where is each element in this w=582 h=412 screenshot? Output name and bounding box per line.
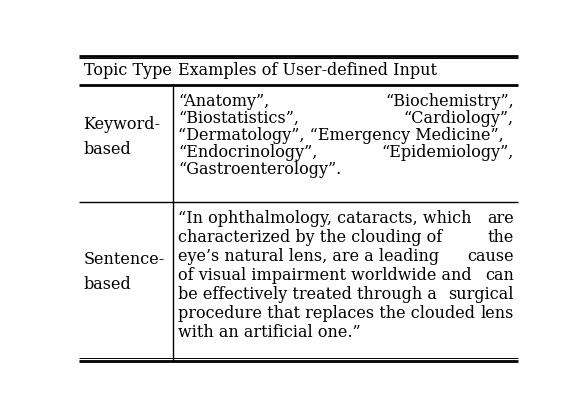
Text: characterized by the clouding of: characterized by the clouding of bbox=[178, 229, 442, 246]
Text: “Endocrinology”,: “Endocrinology”, bbox=[178, 144, 317, 161]
Text: “Anatomy”,: “Anatomy”, bbox=[178, 94, 269, 110]
Text: be effectively treated through a: be effectively treated through a bbox=[178, 286, 436, 303]
Text: with an artificial one.”: with an artificial one.” bbox=[178, 323, 360, 341]
Text: are: are bbox=[487, 211, 514, 227]
Text: “Gastroenterology”.: “Gastroenterology”. bbox=[178, 161, 341, 178]
Text: eye’s natural lens, are a leading: eye’s natural lens, are a leading bbox=[178, 248, 439, 265]
Text: lens: lens bbox=[480, 305, 514, 322]
Text: cause: cause bbox=[467, 248, 514, 265]
Text: can: can bbox=[485, 267, 514, 284]
Text: “Cardiology”,: “Cardiology”, bbox=[403, 110, 514, 127]
Text: “Biochemistry”,: “Biochemistry”, bbox=[385, 94, 514, 110]
Text: procedure that replaces the clouded: procedure that replaces the clouded bbox=[178, 305, 475, 322]
Text: surgical: surgical bbox=[448, 286, 514, 303]
Text: Examples of User-defined Input: Examples of User-defined Input bbox=[178, 62, 437, 79]
Text: Sentence-
based: Sentence- based bbox=[84, 251, 165, 293]
Text: “Epidemiology”,: “Epidemiology”, bbox=[381, 144, 514, 161]
Text: “Dermatology”, “Emergency Medicine”,: “Dermatology”, “Emergency Medicine”, bbox=[178, 127, 503, 144]
Text: Keyword-
based: Keyword- based bbox=[84, 116, 161, 158]
Text: “Biostatistics”,: “Biostatistics”, bbox=[178, 110, 299, 127]
Text: Topic Type: Topic Type bbox=[84, 62, 172, 79]
Text: “In ophthalmology, cataracts, which: “In ophthalmology, cataracts, which bbox=[178, 211, 471, 227]
Text: of visual impairment worldwide and: of visual impairment worldwide and bbox=[178, 267, 471, 284]
Text: the: the bbox=[487, 229, 514, 246]
